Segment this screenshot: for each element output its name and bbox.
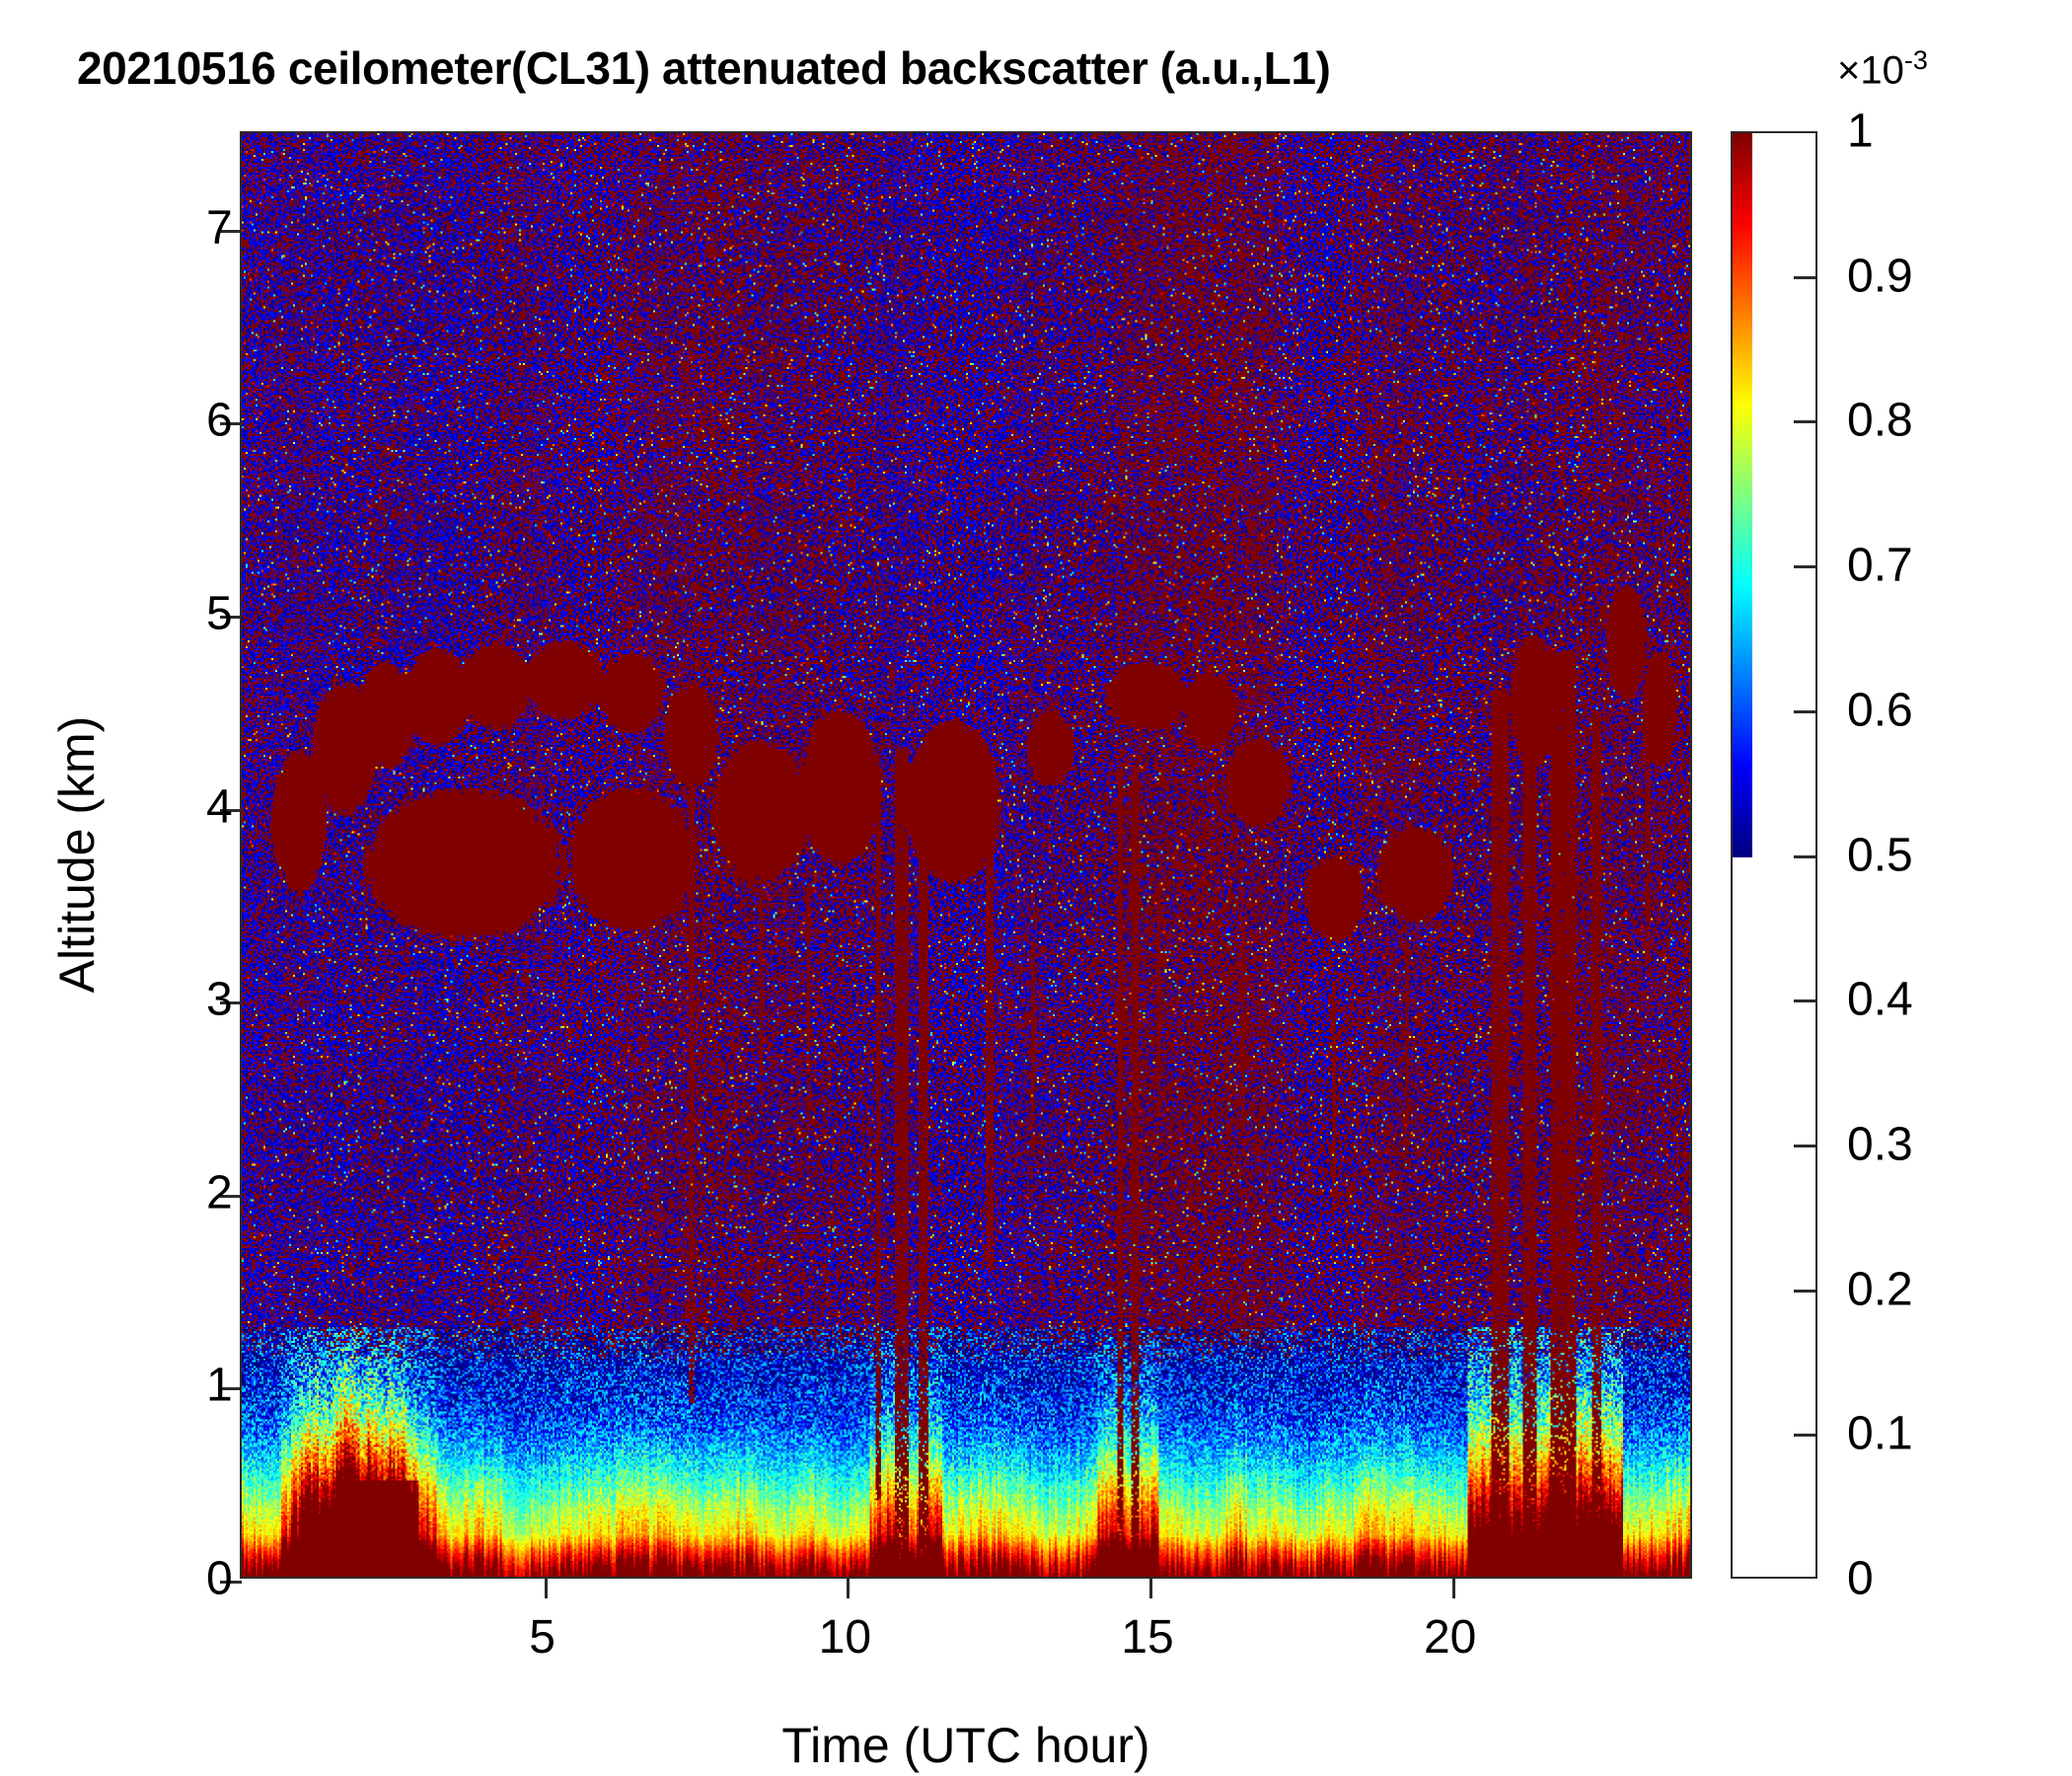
x-tick-mark xyxy=(1149,1577,1152,1598)
x-tick-label: 20 xyxy=(1423,1611,1477,1664)
x-tick-mark xyxy=(1451,1577,1455,1598)
y-tick-mark xyxy=(220,808,242,812)
page-title: 20210516 ceilometer(CL31) attenuated bac… xyxy=(77,42,1331,94)
y-tick-mark xyxy=(220,1001,242,1005)
heatmap-axes[interactable] xyxy=(220,131,1692,1598)
colorbar-tick-label: 0.2 xyxy=(1847,1263,1913,1316)
colorbar-tick-mark xyxy=(1794,420,1815,424)
colorbar-tick-mark xyxy=(1794,275,1815,279)
colorbar-tick-mark xyxy=(1794,1289,1815,1293)
colorbar-tick-label: 0.7 xyxy=(1847,539,1913,592)
y-tick-mark xyxy=(220,1581,242,1584)
colorbar-tick-label: 0.8 xyxy=(1847,394,1913,447)
y-axis-title: Altitude (km) xyxy=(49,715,105,994)
x-tick-label: 5 xyxy=(529,1611,556,1664)
y-tick-mark xyxy=(220,422,242,426)
y-tick-mark xyxy=(220,616,242,619)
colorbar-exponent-base: ×10 xyxy=(1837,48,1904,93)
x-tick-mark xyxy=(544,1577,548,1598)
colorbar-tick-label: 0.1 xyxy=(1847,1407,1913,1460)
colorbar-gradient xyxy=(1733,133,1752,857)
y-tick-mark xyxy=(220,229,242,233)
y-tick-mark xyxy=(220,1194,242,1198)
colorbar-tick-mark xyxy=(1794,565,1815,569)
heatmap-image xyxy=(242,133,1690,1577)
x-tick-label: 10 xyxy=(818,1611,872,1664)
colorbar-tick-label: 0.4 xyxy=(1847,973,1913,1026)
colorbar-tick-mark xyxy=(1794,999,1815,1003)
x-tick-mark xyxy=(847,1577,851,1598)
colorbar[interactable] xyxy=(1731,131,1817,1579)
colorbar-tick-mark xyxy=(1794,709,1815,713)
colorbar-tick-label: 0 xyxy=(1847,1552,1874,1605)
colorbar-tick-label: 0.3 xyxy=(1847,1118,1913,1171)
x-axis-title: Time (UTC hour) xyxy=(781,1718,1150,1773)
colorbar-tick-label: 0.9 xyxy=(1847,250,1913,303)
colorbar-tick-label: 0.6 xyxy=(1847,684,1913,737)
colorbar-tick-label: 0.5 xyxy=(1847,829,1913,881)
colorbar-tick-mark xyxy=(1794,854,1815,858)
x-tick-label: 15 xyxy=(1121,1611,1174,1664)
colorbar-exponent-label: ×10-3 xyxy=(1837,45,1928,93)
colorbar-tick-mark xyxy=(1794,1144,1815,1147)
colorbar-tick-label: 1 xyxy=(1847,105,1874,158)
colorbar-exponent-power: -3 xyxy=(1903,45,1928,75)
colorbar-tick-mark xyxy=(1794,1434,1815,1438)
y-tick-mark xyxy=(220,1387,242,1391)
